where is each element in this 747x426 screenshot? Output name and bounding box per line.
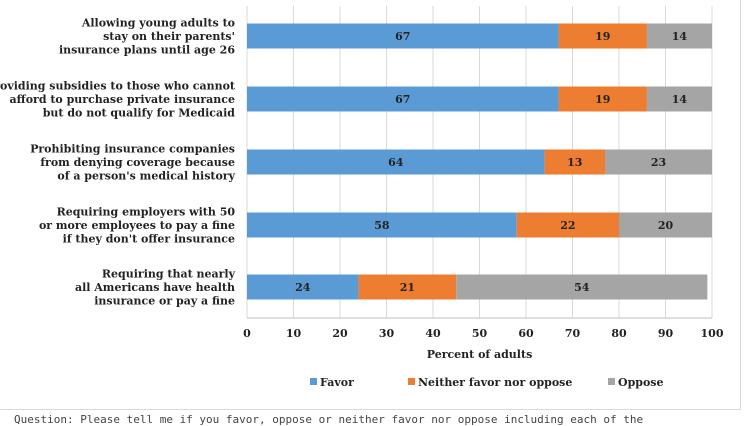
data-label-2-2: 23: [651, 156, 666, 169]
bar-oppose-0: [646, 23, 712, 49]
bar-favor-0: [247, 23, 559, 49]
category-label-0-2: insurance plans until age 26: [59, 44, 235, 57]
legend-swatch-1: [408, 378, 415, 385]
x-tick-label-0: 0: [243, 327, 251, 340]
data-label-1-4: 21: [400, 281, 415, 294]
legend-swatch-2: [608, 378, 615, 385]
data-label-0-4: 24: [295, 281, 311, 294]
data-label-0-2: 64: [388, 156, 404, 169]
category-label-3-0: Requiring employers with 50: [57, 206, 236, 219]
category-label-3-1: or more employees to pay a fine: [39, 219, 235, 232]
x-tick-label-70: 70: [565, 327, 581, 340]
question-footnote: Question: Please tell me if you favor, o…: [14, 413, 644, 426]
chart-frame: [0, 0, 741, 410]
data-label-0-1: 67: [395, 93, 410, 106]
data-label-2-4: 54: [574, 281, 590, 294]
x-tick-label-50: 50: [472, 327, 488, 340]
category-label-2-1: from denying coverage because: [40, 156, 235, 169]
bar-neither-4: [358, 274, 457, 300]
category-label-0-1: stay on their parents': [103, 30, 235, 43]
x-tick-label-10: 10: [286, 327, 302, 340]
data-label-1-1: 19: [595, 93, 610, 106]
x-tick-label-80: 80: [611, 327, 627, 340]
x-tick-label-20: 20: [332, 327, 348, 340]
data-label-1-2: 13: [567, 156, 582, 169]
bar-favor-4: [247, 274, 359, 300]
bar-oppose-3: [619, 212, 712, 238]
bar-neither-1: [558, 86, 647, 112]
data-label-0-0: 67: [395, 30, 410, 43]
category-label-1-0: Providing subsidies to those who cannot: [0, 80, 236, 93]
data-label-1-0: 19: [595, 30, 610, 43]
data-label-1-3: 22: [560, 219, 575, 232]
data-label-2-3: 20: [658, 219, 674, 232]
bar-favor-2: [247, 149, 545, 175]
category-label-3-2: if they don't offer insurance: [63, 233, 235, 246]
bar-oppose-4: [456, 274, 708, 300]
bar-favor-3: [247, 212, 517, 238]
data-label-2-1: 14: [672, 93, 688, 106]
legend-swatch-0: [310, 378, 317, 385]
legend-label-1: Neither favor nor oppose: [418, 376, 572, 389]
x-tick-label-100: 100: [701, 327, 724, 340]
category-label-2-0: Prohibiting insurance companies: [30, 143, 235, 156]
x-tick-label-90: 90: [658, 327, 674, 340]
bar-oppose-1: [646, 86, 712, 112]
x-tick-label-60: 60: [518, 327, 534, 340]
x-tick-label-40: 40: [425, 327, 441, 340]
category-label-4-2: insurance or pay a fine: [94, 295, 235, 308]
bar-neither-3: [516, 212, 619, 238]
data-label-2-0: 14: [672, 30, 688, 43]
category-label-4-1: all Americans have health: [75, 281, 235, 294]
bar-neither-2: [544, 149, 606, 175]
bar-oppose-2: [605, 149, 712, 175]
x-axis-title: Percent of adults: [427, 348, 533, 361]
category-label-0-0: Allowing young adults to: [81, 17, 235, 30]
x-tick-label-30: 30: [379, 327, 395, 340]
category-label-1-1: afford to purchase private insurance: [10, 93, 235, 106]
category-label-4-0: Requiring that nearly: [102, 268, 236, 281]
legend-label-2: Oppose: [618, 376, 664, 389]
data-label-0-3: 58: [374, 219, 390, 232]
category-label-2-2: of a person's medical history: [57, 170, 235, 183]
category-label-1-2: but do not qualify for Medicaid: [43, 107, 236, 120]
bar-neither-0: [558, 23, 647, 49]
bar-favor-1: [247, 86, 559, 112]
legend-label-0: Favor: [320, 376, 354, 389]
